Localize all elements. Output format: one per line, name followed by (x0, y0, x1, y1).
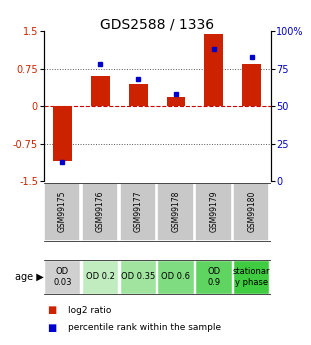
Text: OD
0.9: OD 0.9 (207, 267, 220, 287)
Text: OD 0.2: OD 0.2 (86, 272, 115, 282)
Bar (195, 183, 232, 241)
Bar (44, 260, 80, 294)
Bar (44, 183, 80, 241)
Text: log2 ratio: log2 ratio (68, 306, 112, 315)
Bar (120, 183, 156, 241)
Text: GSM99177: GSM99177 (134, 191, 143, 232)
Bar (157, 183, 194, 241)
Text: GSM99180: GSM99180 (247, 191, 256, 232)
Text: ■: ■ (47, 306, 56, 315)
Text: OD 0.35: OD 0.35 (121, 272, 155, 282)
Bar (82, 183, 118, 241)
Text: OD
0.03: OD 0.03 (53, 267, 72, 287)
Title: GDS2588 / 1336: GDS2588 / 1336 (100, 17, 214, 31)
Bar (157, 260, 194, 294)
Text: percentile rank within the sample: percentile rank within the sample (68, 323, 221, 332)
Bar (166, 97, 185, 106)
Bar (53, 106, 72, 161)
Text: age ▶: age ▶ (15, 272, 44, 282)
Text: stationar
y phase: stationar y phase (233, 267, 270, 287)
Bar (129, 84, 148, 106)
Bar (233, 260, 269, 294)
Text: OD 0.6: OD 0.6 (161, 272, 190, 282)
Text: GSM99176: GSM99176 (96, 191, 105, 232)
Bar (204, 33, 223, 106)
Bar (195, 260, 232, 294)
Bar (120, 260, 156, 294)
Bar (233, 183, 269, 241)
Text: GSM99175: GSM99175 (58, 191, 67, 232)
Text: ■: ■ (47, 323, 56, 333)
Bar (91, 76, 110, 106)
Text: GSM99178: GSM99178 (171, 191, 180, 232)
Text: GSM99179: GSM99179 (209, 191, 218, 232)
Bar (82, 260, 118, 294)
Bar (242, 63, 261, 106)
